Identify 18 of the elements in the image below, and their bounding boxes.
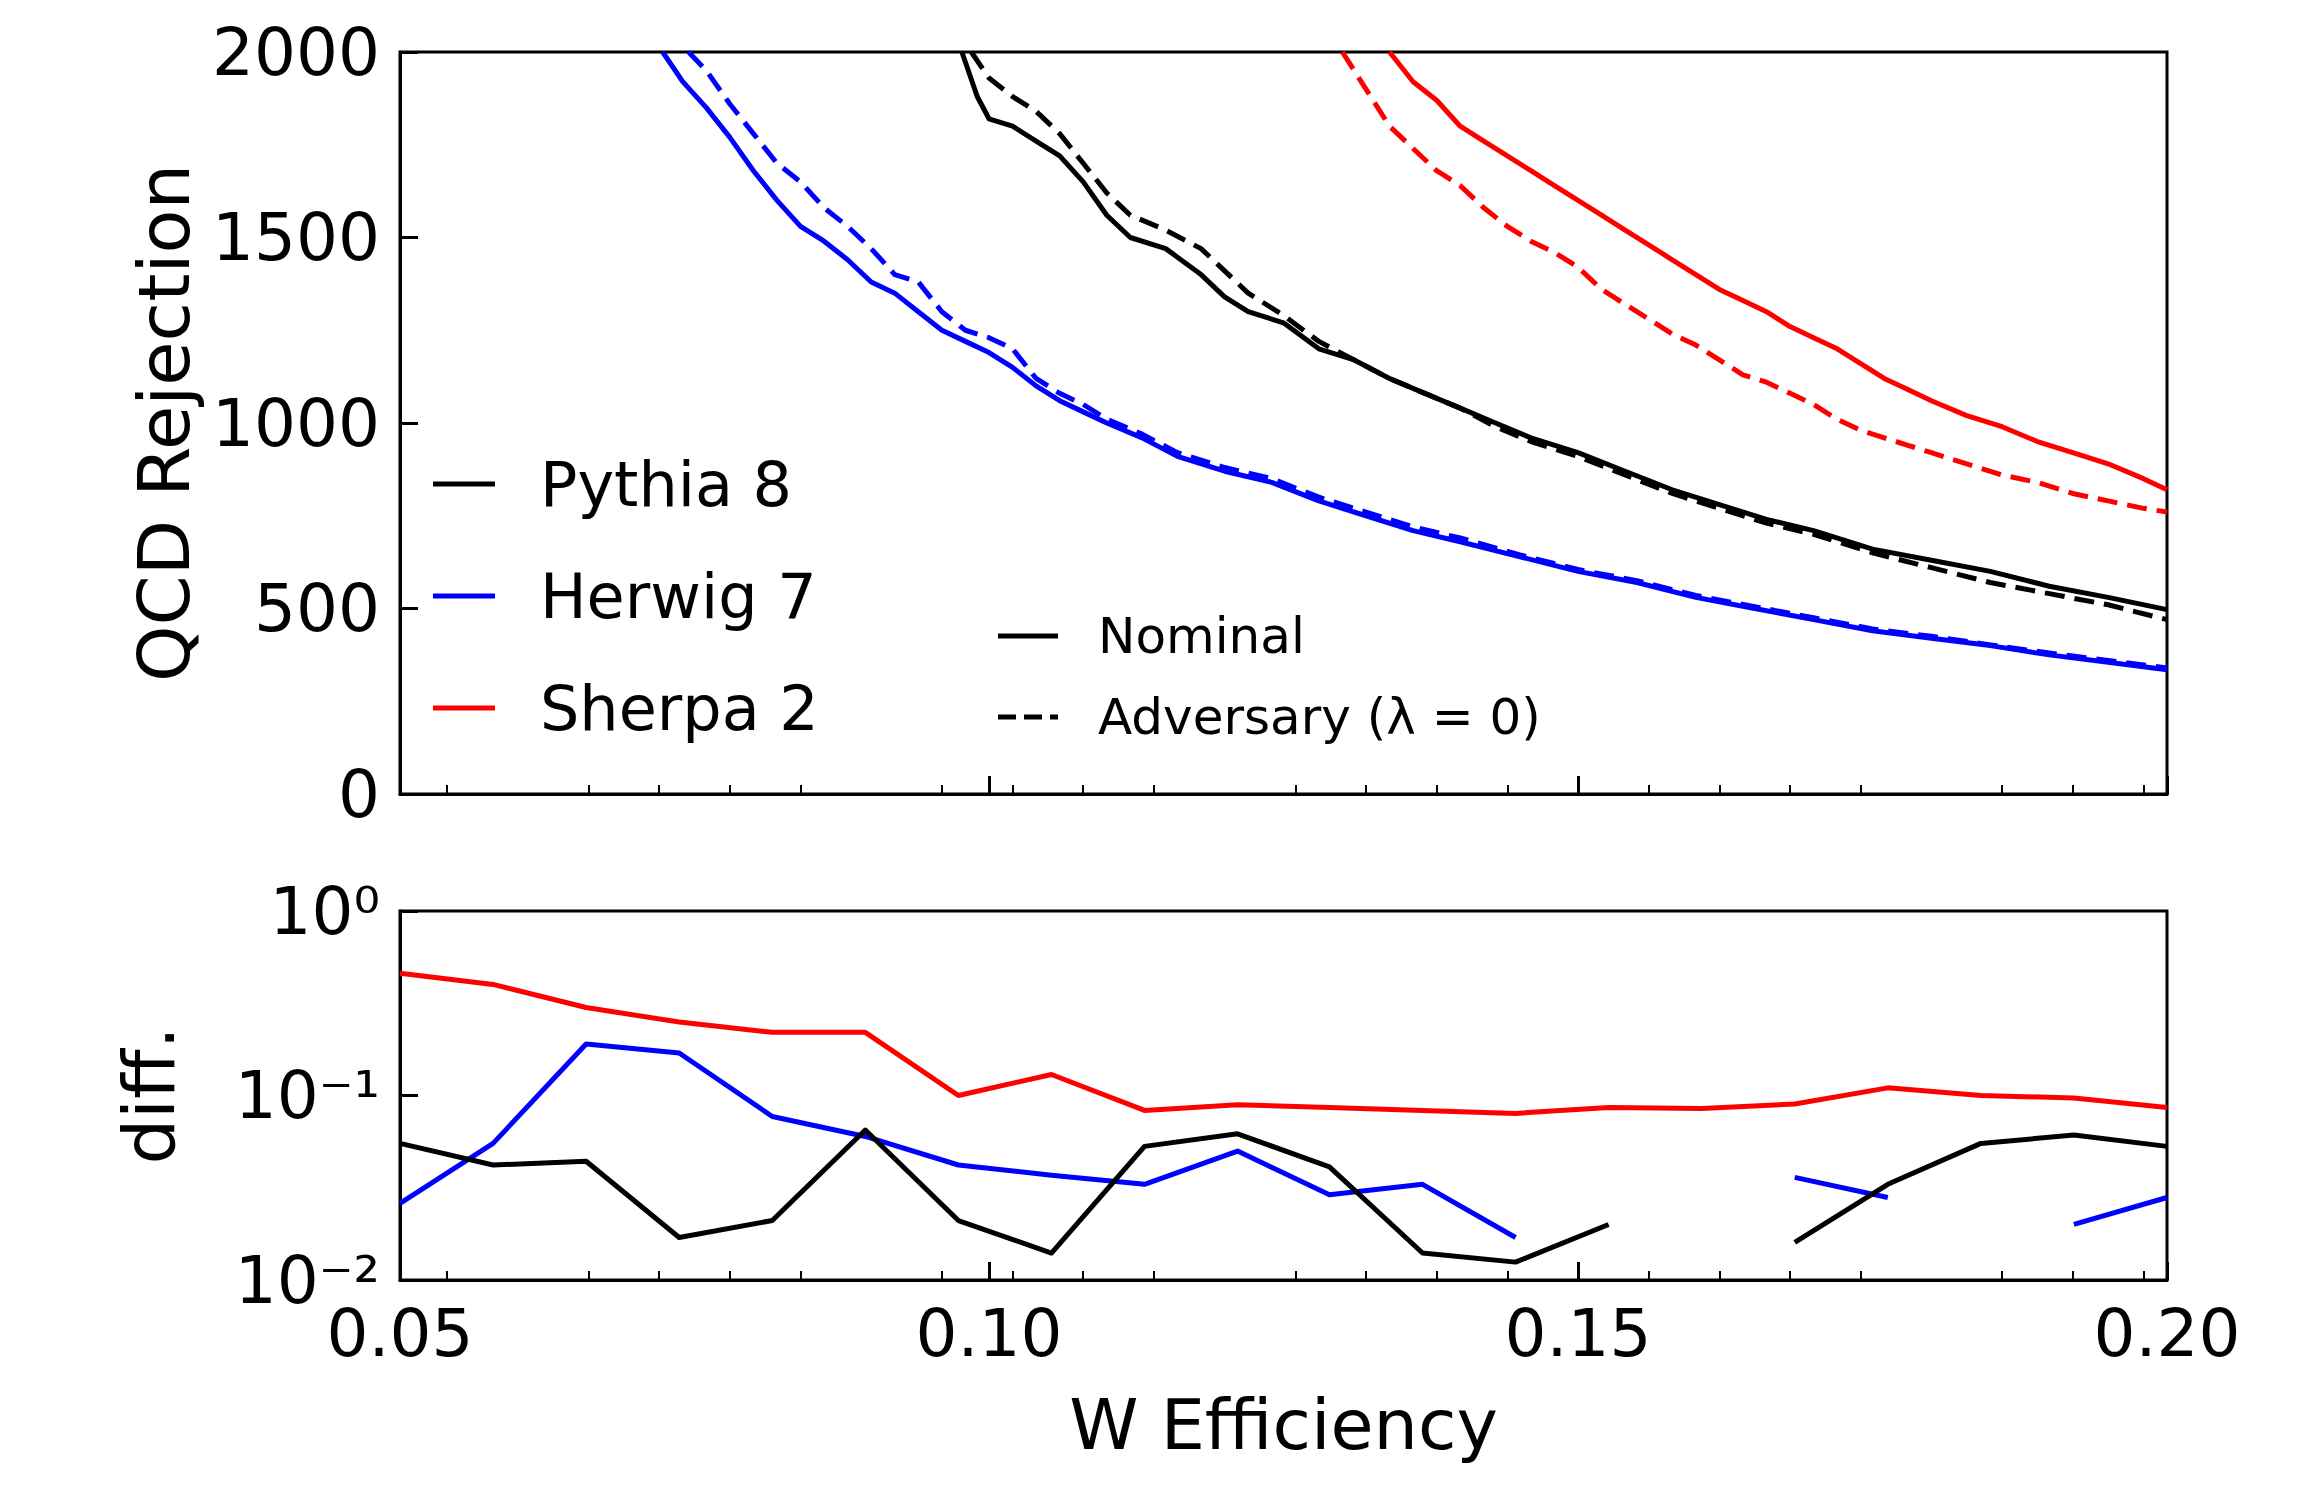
annotation: Adversary (λ = 0) [1098,688,1541,746]
y-tick-label: 1000 [212,384,380,462]
y-tick-label: 2000 [212,13,380,91]
legend-label: Herwig 7 [540,559,817,633]
y-tick-label: 10⁻¹ [234,1057,380,1134]
y-tick-label: 1500 [212,199,380,276]
y-axis-title: diff. [107,1026,191,1165]
legend-label: Pythia 8 [540,447,793,521]
x-tick-label: 0.20 [2093,1294,2241,1372]
x-axis-title: W Efficiency [1069,1384,1498,1466]
y-tick-label: 10⁰ [269,872,380,950]
annotation: Nominal [1098,607,1305,665]
legend-label: Sherpa 2 [540,671,819,745]
x-tick-label: 0.15 [1504,1294,1652,1372]
y-tick-label: 500 [254,570,380,647]
y-tick-label: 0 [338,755,380,833]
x-tick-label: 0.10 [915,1294,1063,1372]
y-axis-title: QCD Rejection [122,163,206,683]
